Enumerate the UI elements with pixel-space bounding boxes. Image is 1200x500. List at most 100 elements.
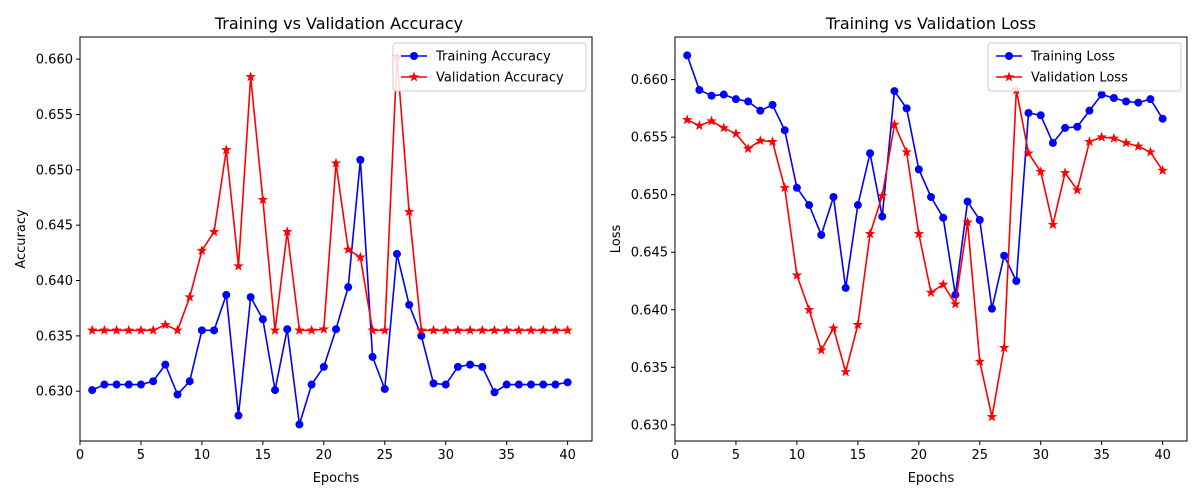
data-point	[86, 324, 98, 335]
data-point	[1012, 277, 1021, 286]
data-point	[1000, 251, 1009, 260]
data-point	[878, 212, 887, 221]
data-point	[453, 362, 462, 371]
y-tick-label: 0.655	[631, 131, 668, 146]
data-point	[779, 182, 790, 193]
data-point	[196, 245, 208, 256]
data-point	[816, 344, 827, 355]
data-point	[1158, 114, 1167, 123]
data-point	[975, 216, 984, 225]
data-point	[1145, 146, 1156, 157]
plot-frame	[79, 36, 593, 442]
data-point	[210, 326, 219, 335]
data-point	[88, 386, 97, 395]
y-tick-label: 0.635	[36, 329, 73, 344]
data-point	[1048, 138, 1057, 147]
data-point	[974, 356, 985, 367]
data-point	[428, 324, 439, 335]
accuracy-chart: Training vs Validation Accuracy 0 5 10 15 20…	[14, 14, 593, 486]
data-point	[998, 342, 1010, 353]
data-point	[1096, 131, 1107, 142]
legend-label: Validation Loss	[1031, 71, 1128, 86]
data-point	[828, 322, 839, 333]
data-point	[342, 244, 354, 254]
data-point	[514, 380, 523, 389]
x-tick-label: 0	[671, 448, 679, 463]
y-tick-label: 0.640	[36, 274, 73, 289]
data-point	[184, 291, 195, 302]
data-point	[756, 106, 765, 115]
data-point	[403, 206, 415, 217]
data-point	[986, 411, 998, 422]
plot-frame	[674, 36, 1188, 442]
data-point	[477, 324, 488, 335]
data-point	[939, 213, 948, 222]
x-tick-label: 5	[732, 448, 740, 463]
data-point	[1023, 147, 1034, 158]
data-point	[489, 324, 500, 335]
chart-title: Training vs Validation Accuracy	[214, 14, 463, 33]
data-point	[319, 362, 328, 371]
data-point	[355, 251, 366, 262]
x-tick-label: 20	[911, 448, 928, 463]
data-point	[356, 155, 365, 164]
data-point	[987, 304, 996, 313]
data-point	[392, 249, 401, 258]
y-tick-label: 0.630	[631, 418, 668, 433]
x-tick-label: 10	[789, 448, 806, 463]
data-point	[864, 228, 876, 239]
series-line	[91, 159, 568, 426]
data-point	[768, 100, 777, 109]
data-point	[841, 283, 850, 292]
data-point	[840, 366, 851, 377]
data-point	[889, 119, 900, 129]
legend-marker	[1005, 52, 1013, 60]
data-point	[803, 304, 815, 315]
data-point	[100, 380, 109, 389]
data-point	[452, 324, 464, 335]
data-point	[829, 192, 838, 201]
legend-label: Training Accuracy	[435, 50, 551, 65]
y-tick-label: 0.645	[36, 219, 73, 234]
data-point	[1072, 184, 1083, 195]
data-point	[295, 420, 304, 429]
data-point	[951, 290, 960, 299]
data-point	[914, 165, 923, 174]
data-point	[731, 95, 740, 104]
data-point	[136, 380, 145, 389]
data-point	[294, 324, 305, 335]
legend: Training Accuracy Validation Accuracy	[392, 42, 587, 92]
data-point	[890, 87, 899, 96]
data-point	[112, 380, 121, 389]
data-point	[780, 126, 789, 135]
data-point	[539, 380, 548, 389]
data-point	[513, 324, 525, 335]
data-point	[233, 260, 244, 271]
data-point	[330, 157, 342, 168]
data-point	[1146, 95, 1155, 104]
x-tick-label: 15	[850, 448, 867, 463]
series-layer	[86, 51, 573, 429]
data-point	[111, 324, 122, 335]
data-point	[538, 324, 549, 335]
data-point	[466, 360, 475, 369]
data-point	[380, 384, 389, 393]
data-point	[368, 352, 377, 361]
data-point	[124, 380, 133, 389]
data-point	[527, 380, 536, 389]
x-tick-label: 15	[255, 448, 272, 463]
legend-box	[987, 42, 1182, 92]
x-axis-label: Epochs	[908, 471, 955, 486]
data-point	[257, 194, 269, 205]
data-point	[1097, 90, 1106, 99]
data-point	[1085, 106, 1094, 115]
tick-group: 0 5 10 15 20 25 30 35 40 0.630 0.635 0.640 0.645 0.65…	[36, 53, 576, 463]
x-tick-label: 40	[1154, 448, 1171, 463]
legend: Training Loss Validation Loss	[987, 42, 1182, 92]
x-tick-label: 25	[376, 448, 393, 463]
data-point	[963, 197, 972, 206]
data-point	[222, 290, 231, 299]
data-point	[208, 226, 220, 237]
data-point	[707, 91, 716, 100]
